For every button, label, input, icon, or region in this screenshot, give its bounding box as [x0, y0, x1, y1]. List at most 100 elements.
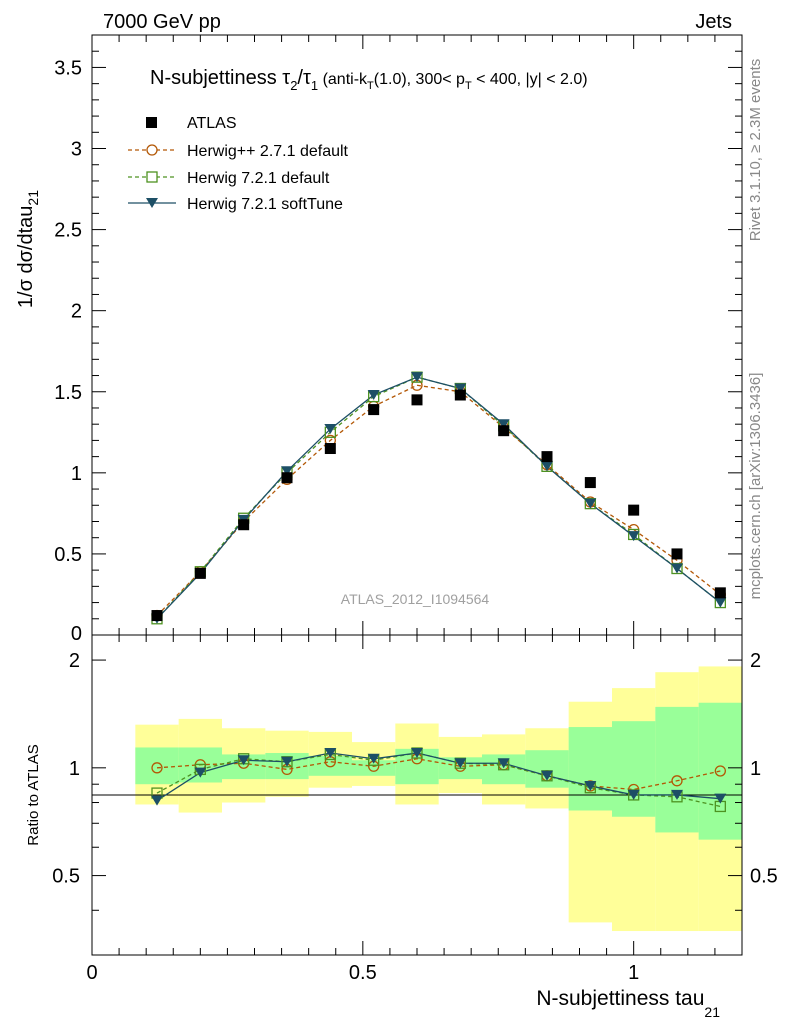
ratio-uncertainty-band-inner [568, 727, 612, 811]
ratio-y-tick-label-right: 2 [750, 650, 761, 672]
ratio-uncertainty-band-inner [525, 750, 569, 788]
main-point-data [628, 504, 640, 516]
main-point-softtune [281, 466, 293, 477]
main-point-data [281, 472, 293, 484]
plot-title: N-subjettiness τ2/τ1 (anti-kT(1.0), 300<… [150, 67, 588, 93]
main-point-softtune [714, 597, 727, 608]
ratio-point-herwigpp [671, 775, 683, 787]
rivet-version-label: Rivet 3.1.10, ≥ 2.3M events [747, 59, 764, 242]
legend-herwig721-marker [146, 171, 158, 183]
legend: ATLAS Herwig++ 2.7.1 default Herwig 7.2.… [128, 115, 349, 213]
ratio-y-tick-label: 0.5 [52, 866, 80, 888]
main-y-tick-label-zero: 0 [71, 623, 82, 645]
main-point-data [411, 394, 423, 406]
title-sub2: 1 [311, 78, 318, 93]
header-jets-label: Jets [695, 11, 732, 33]
main-point-data [584, 477, 596, 489]
main-point-softtune [627, 531, 640, 542]
main-point-softtune [497, 419, 510, 430]
x-axis-label-sub: 21 [704, 1004, 720, 1020]
mcplots-reference-label: mcplots.cern.ch [arXiv:1306.3436] [747, 373, 764, 600]
legend-softtune-label: Herwig 7.2.1 softTune [187, 196, 343, 213]
ratio-point-herwigpp [151, 762, 163, 774]
x-tick-label: 1 [628, 962, 639, 984]
main-point-softtune [671, 563, 683, 574]
main-y-tick-label: 1.5 [54, 382, 82, 404]
ratio-point-softtune [541, 770, 553, 781]
ratio-point-softtune [714, 793, 727, 804]
x-tick-label: 0.5 [349, 962, 377, 984]
ratio-point-softtune [497, 758, 510, 769]
ratio-point-softtune [194, 767, 207, 778]
main-point-data [368, 404, 380, 416]
title-sub1: 2 [290, 78, 297, 93]
main-y-tick-label: 2 [71, 301, 82, 323]
ratio-y-tick-label: 1 [69, 758, 80, 780]
legend-atlas-marker [146, 117, 157, 128]
ratio-uncertainty-band-inner [612, 721, 656, 817]
main-point-data [324, 443, 336, 455]
ratio-point-softtune [324, 748, 337, 759]
legend-herwigpp-label: Herwig++ 2.7.1 default [187, 143, 349, 160]
main-point-softtune [541, 461, 553, 472]
main-point-data [671, 548, 683, 560]
ratio-point-softtune [151, 795, 163, 806]
ratio-uncertainty-band-inner [308, 755, 352, 776]
title-sel-a-sub: T [367, 80, 374, 92]
x-axis-label-text: N-subjettiness tau [536, 987, 704, 1010]
ratio-y-tick-label-right: 0.5 [750, 866, 778, 888]
main-line-herwigpp [156, 384, 721, 616]
main-y-tick-label: 2.5 [54, 220, 82, 242]
main-point-softtune [324, 424, 337, 435]
x-axis-label: N-subjettiness tau21 [536, 987, 720, 1020]
ratio-point-softtune [584, 780, 597, 791]
ratio-point-softtune [367, 753, 380, 764]
main-point-data [541, 451, 553, 463]
ratio-point-softtune [454, 758, 467, 769]
main-point-softtune [367, 390, 380, 400]
main-y-axis-label-text: 1/σ dσ/dtau [15, 206, 37, 309]
main-point-softtune [411, 372, 423, 383]
main-line-herwig721 [156, 376, 721, 620]
ratio-line-softtune [156, 752, 721, 802]
ratio-y-tick-label-right: 1 [750, 758, 761, 780]
title-mid: /τ [297, 67, 311, 89]
main-y-tick-label: 3 [71, 139, 82, 161]
ratio-panel: 0.5 0.51 12 2 0 0.5 1 Ratio to ATLAS N-subjet… [25, 35, 778, 1020]
main-point-data [238, 519, 250, 531]
main-point-data [498, 425, 510, 437]
ratio-point-softtune [627, 789, 640, 800]
main-y-tick-label: 0.5 [54, 544, 82, 566]
main-panel: 0.511.522.533.50 1/σ dσ/dtau21 N-subjett… [15, 34, 743, 645]
ratio-uncertainty-band-inner [655, 706, 699, 833]
legend-herwigpp-marker [146, 144, 158, 156]
title-sel-b: (1.0), 300< p [374, 71, 465, 88]
title-sel-c: < 400, |y| < 2.0) [472, 71, 588, 88]
title-sel-b-sub: T [465, 80, 472, 92]
main-point-softtune [584, 498, 597, 509]
main-point-data [714, 587, 726, 599]
main-point-data [454, 389, 466, 401]
ratio-uncertainty-band-inner [352, 760, 396, 776]
main-y-tick-label: 1 [71, 463, 82, 485]
main-y-axis-label-sub: 21 [25, 190, 41, 206]
x-tick-label: 0 [86, 962, 97, 984]
legend-atlas-label: ATLAS [187, 115, 237, 132]
title-sel-a: (anti-k [318, 71, 368, 88]
legend-softtune-marker [146, 198, 158, 208]
ratio-point-softtune [671, 789, 683, 800]
ratio-y-axis-label: Ratio to ATLAS [25, 744, 42, 845]
ratio-point-herwigpp [714, 765, 726, 777]
ratio-uncertainty-band-inner [135, 747, 179, 785]
analysis-watermark: ATLAS_2012_I1094564 [341, 591, 490, 607]
ratio-line-herwigpp [156, 758, 721, 791]
title-pre: N-subjettiness τ [150, 67, 290, 89]
ratio-point-softtune [237, 755, 250, 766]
legend-herwig721-label: Herwig 7.2.1 default [187, 170, 330, 187]
main-point-data [151, 610, 163, 622]
main-y-tick-label: 3.5 [54, 57, 82, 79]
main-point-softtune [454, 383, 467, 394]
main-point-data [194, 567, 206, 579]
header-energy-label: 7000 GeV pp [103, 11, 221, 33]
